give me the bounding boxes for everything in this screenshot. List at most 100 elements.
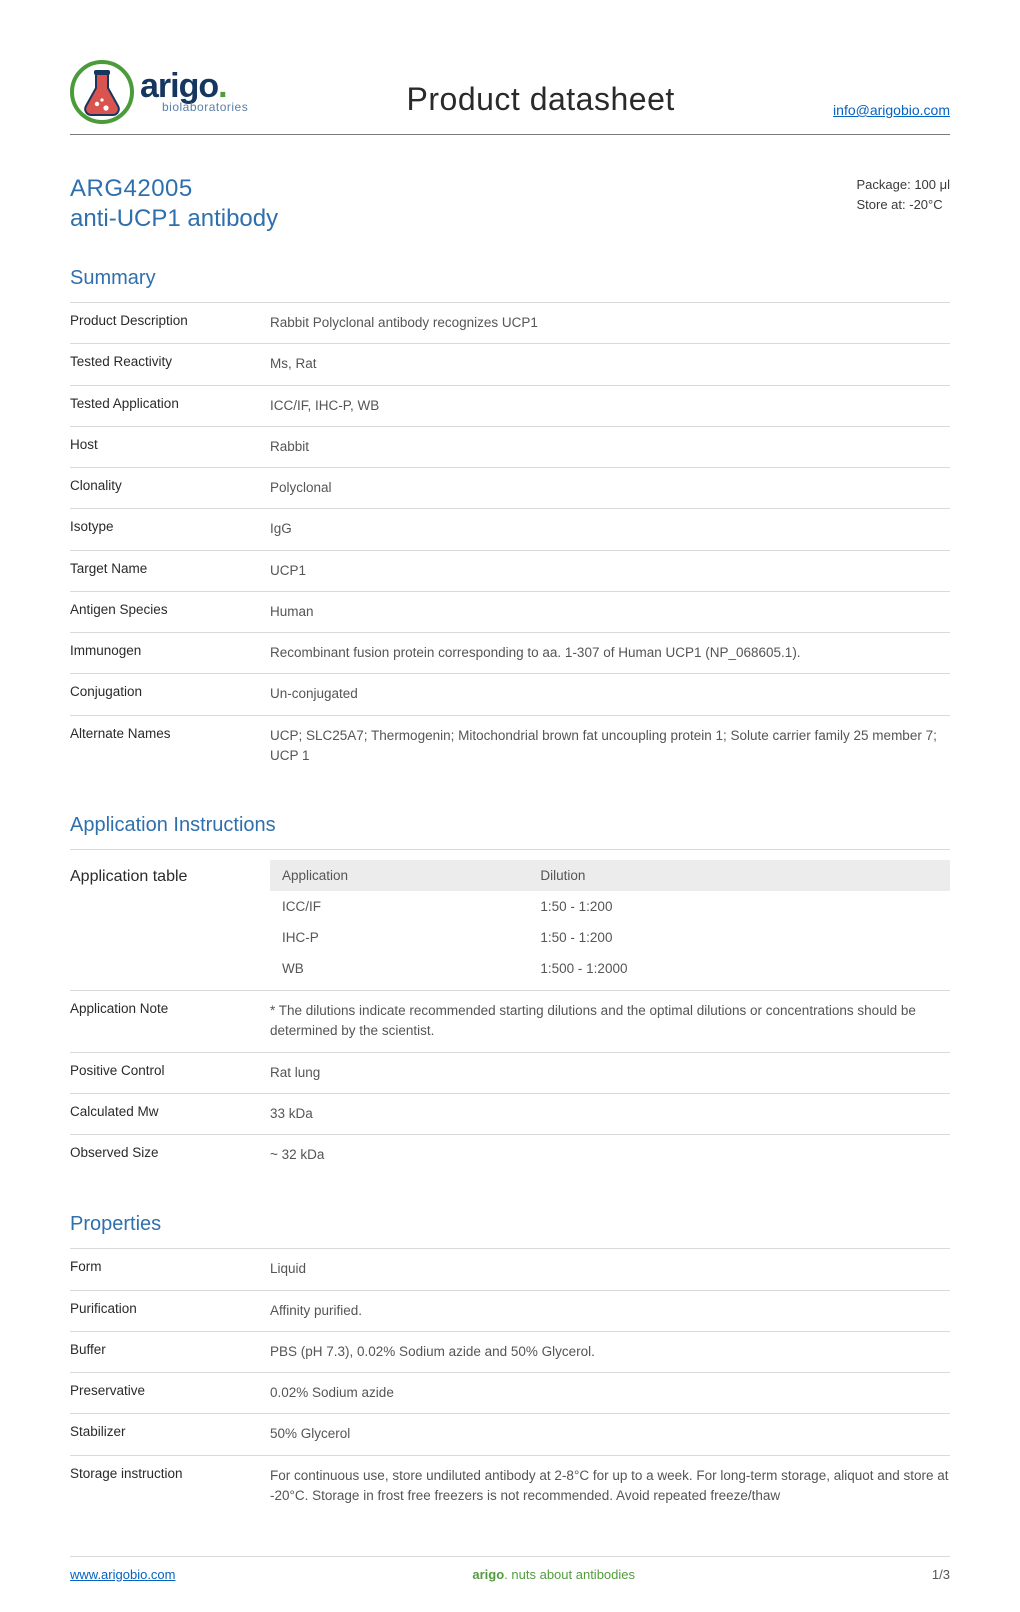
props-val: Liquid <box>270 1259 950 1279</box>
product-name: anti-UCP1 antibody <box>70 205 278 233</box>
footer-tagline-rest: . nuts about antibodies <box>504 1567 635 1582</box>
app-note-key: Application Note <box>70 1001 270 1042</box>
summary-key: Target Name <box>70 561 270 581</box>
props-val: 0.02% Sodium azide <box>270 1383 950 1403</box>
app-note-key: Positive Control <box>70 1063 270 1083</box>
footer-tagline: arigo. nuts about antibodies <box>472 1567 635 1582</box>
footer-page-number: 1/3 <box>932 1567 950 1582</box>
app-note-key: Observed Size <box>70 1145 270 1165</box>
application-table-row: Application table Application Dilution I… <box>70 849 950 984</box>
props-val: For continuous use, store undiluted anti… <box>270 1466 950 1507</box>
summary-row: Tested ApplicationICC/IF, IHC-P, WB <box>70 385 950 426</box>
summary-key: Clonality <box>70 478 270 498</box>
app-note-row: Positive ControlRat lung <box>70 1052 950 1093</box>
props-row: BufferPBS (pH 7.3), 0.02% Sodium azide a… <box>70 1331 950 1372</box>
logo: arigo. biolaboratories <box>70 60 248 124</box>
app-note-val: ~ 32 kDa <box>270 1145 950 1165</box>
properties-table: FormLiquid PurificationAffinity purified… <box>70 1248 950 1516</box>
summary-row: Antigen SpeciesHuman <box>70 591 950 632</box>
app-cell-app: IHC-P <box>270 922 528 953</box>
app-note-row: Application Note* The dilutions indicate… <box>70 990 950 1052</box>
section-app-heading: Application Instructions <box>70 814 950 837</box>
app-note-key: Calculated Mw <box>70 1104 270 1124</box>
summary-row: Tested ReactivityMs, Rat <box>70 343 950 384</box>
props-key: Storage instruction <box>70 1466 270 1507</box>
app-note-row: Calculated Mw33 kDa <box>70 1093 950 1134</box>
logo-dot: . <box>218 67 226 105</box>
summary-val: Rabbit <box>270 437 950 457</box>
app-note-val: Rat lung <box>270 1063 950 1083</box>
logo-flask-icon <box>70 60 134 124</box>
summary-val: Rabbit Polyclonal antibody recognizes UC… <box>270 313 950 333</box>
props-row: FormLiquid <box>70 1248 950 1289</box>
summary-row: Target NameUCP1 <box>70 550 950 591</box>
summary-val: ICC/IF, IHC-P, WB <box>270 396 950 416</box>
footer-brand: arigo <box>472 1567 504 1582</box>
props-key: Purification <box>70 1301 270 1321</box>
summary-row: ConjugationUn-conjugated <box>70 673 950 714</box>
section-props-heading: Properties <box>70 1213 950 1236</box>
storage-temp: Store at: -20°C <box>857 195 951 215</box>
logo-brand: arigo <box>140 67 218 105</box>
section-summary-heading: Summary <box>70 267 950 290</box>
package-size: Package: 100 μl <box>857 175 951 195</box>
document-title: Product datasheet <box>407 81 675 118</box>
summary-key: Immunogen <box>70 643 270 663</box>
product-title: ARG42005 anti-UCP1 antibody <box>70 175 278 233</box>
summary-key: Alternate Names <box>70 726 270 767</box>
package-info: Package: 100 μl Store at: -20°C <box>857 175 951 214</box>
summary-key: Product Description <box>70 313 270 333</box>
summary-row: ClonalityPolyclonal <box>70 467 950 508</box>
summary-row: IsotypeIgG <box>70 508 950 549</box>
summary-key: Conjugation <box>70 684 270 704</box>
footer: www.arigobio.com arigo. nuts about antib… <box>70 1556 950 1582</box>
logo-text: arigo. biolaboratories <box>140 71 248 114</box>
props-val: 50% Glycerol <box>270 1424 950 1444</box>
app-note-row: Observed Size~ 32 kDa <box>70 1134 950 1175</box>
props-key: Stabilizer <box>70 1424 270 1444</box>
app-cell-dil: 1:500 - 1:2000 <box>528 953 950 984</box>
app-cell-app: WB <box>270 953 528 984</box>
summary-table: Product DescriptionRabbit Polyclonal ant… <box>70 302 950 776</box>
summary-row: Product DescriptionRabbit Polyclonal ant… <box>70 302 950 343</box>
app-cell-app: ICC/IF <box>270 891 528 922</box>
summary-val: Recombinant fusion protein corresponding… <box>270 643 950 663</box>
summary-val: UCP1 <box>270 561 950 581</box>
props-key: Preservative <box>70 1383 270 1403</box>
summary-key: Isotype <box>70 519 270 539</box>
summary-key: Host <box>70 437 270 457</box>
props-val: Affinity purified. <box>270 1301 950 1321</box>
props-row: Stabilizer50% Glycerol <box>70 1413 950 1454</box>
props-key: Form <box>70 1259 270 1279</box>
props-row: Storage instructionFor continuous use, s… <box>70 1455 950 1517</box>
app-col-application: Application <box>270 860 528 891</box>
application-table-wrap: Application Dilution ICC/IF1:50 - 1:200 … <box>270 860 950 984</box>
footer-site-link[interactable]: www.arigobio.com <box>70 1567 176 1582</box>
app-row: IHC-P1:50 - 1:200 <box>270 922 950 953</box>
summary-row: Alternate NamesUCP; SLC25A7; Thermogenin… <box>70 715 950 777</box>
summary-val: IgG <box>270 519 950 539</box>
app-cell-dil: 1:50 - 1:200 <box>528 891 950 922</box>
summary-row: ImmunogenRecombinant fusion protein corr… <box>70 632 950 673</box>
info-email-link[interactable]: info@arigobio.com <box>833 102 950 118</box>
logo-subtitle: biolaboratories <box>162 100 248 114</box>
summary-row: HostRabbit <box>70 426 950 467</box>
summary-val: Ms, Rat <box>270 354 950 374</box>
summary-val: Polyclonal <box>270 478 950 498</box>
product-heading: ARG42005 anti-UCP1 antibody Package: 100… <box>70 175 950 233</box>
summary-val: Human <box>270 602 950 622</box>
props-key: Buffer <box>70 1342 270 1362</box>
summary-key: Tested Reactivity <box>70 354 270 374</box>
summary-val: Un-conjugated <box>270 684 950 704</box>
props-val: PBS (pH 7.3), 0.02% Sodium azide and 50%… <box>270 1342 950 1362</box>
summary-val: UCP; SLC25A7; Thermogenin; Mitochondrial… <box>270 726 950 767</box>
props-row: Preservative0.02% Sodium azide <box>70 1372 950 1413</box>
app-col-dilution: Dilution <box>528 860 950 891</box>
application-table-label: Application table <box>70 860 270 984</box>
product-code: ARG42005 <box>70 175 278 203</box>
app-row: WB1:500 - 1:2000 <box>270 953 950 984</box>
summary-key: Antigen Species <box>70 602 270 622</box>
app-note-val: * The dilutions indicate recommended sta… <box>270 1001 950 1042</box>
application-table: Application Dilution ICC/IF1:50 - 1:200 … <box>270 860 950 984</box>
app-note-val: 33 kDa <box>270 1104 950 1124</box>
